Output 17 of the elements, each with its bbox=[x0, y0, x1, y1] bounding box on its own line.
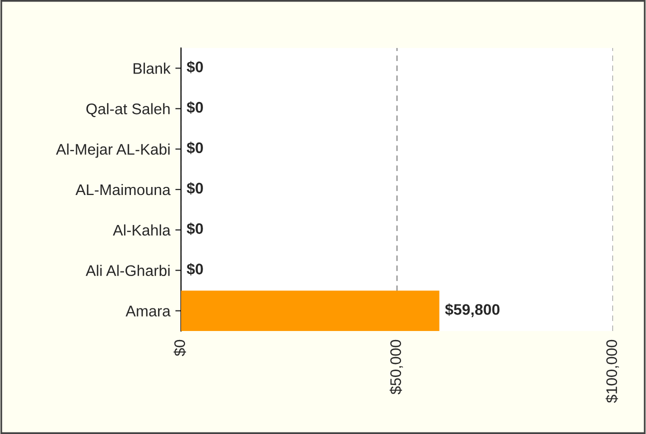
x-tick-label: $50,000 bbox=[390, 340, 403, 394]
y-tick-label: Ali Al-Gharbi bbox=[86, 264, 170, 276]
y-tick-label: Amara bbox=[126, 306, 171, 316]
y-tick-label: Blank bbox=[134, 62, 171, 74]
data-label: $0 bbox=[186, 101, 203, 114]
data-label: $0 bbox=[186, 222, 203, 236]
data-label: $0 bbox=[186, 182, 203, 195]
data-label: $0 bbox=[186, 142, 203, 154]
y-tick-label: Qal-at Saleh bbox=[86, 103, 170, 118]
y-tick-label: Al-Mejar AL-Kabi bbox=[56, 144, 170, 158]
data-label: $0 bbox=[186, 262, 203, 276]
y-tick-label: AL-Maimouna bbox=[76, 184, 171, 196]
x-tick-label: $0 bbox=[174, 340, 186, 356]
data-label: $0 bbox=[186, 60, 203, 74]
x-tick-label: $100,000 bbox=[606, 340, 619, 403]
data-label: $59,800 bbox=[445, 303, 500, 318]
y-tick-label: Al-Kahla bbox=[112, 224, 171, 236]
